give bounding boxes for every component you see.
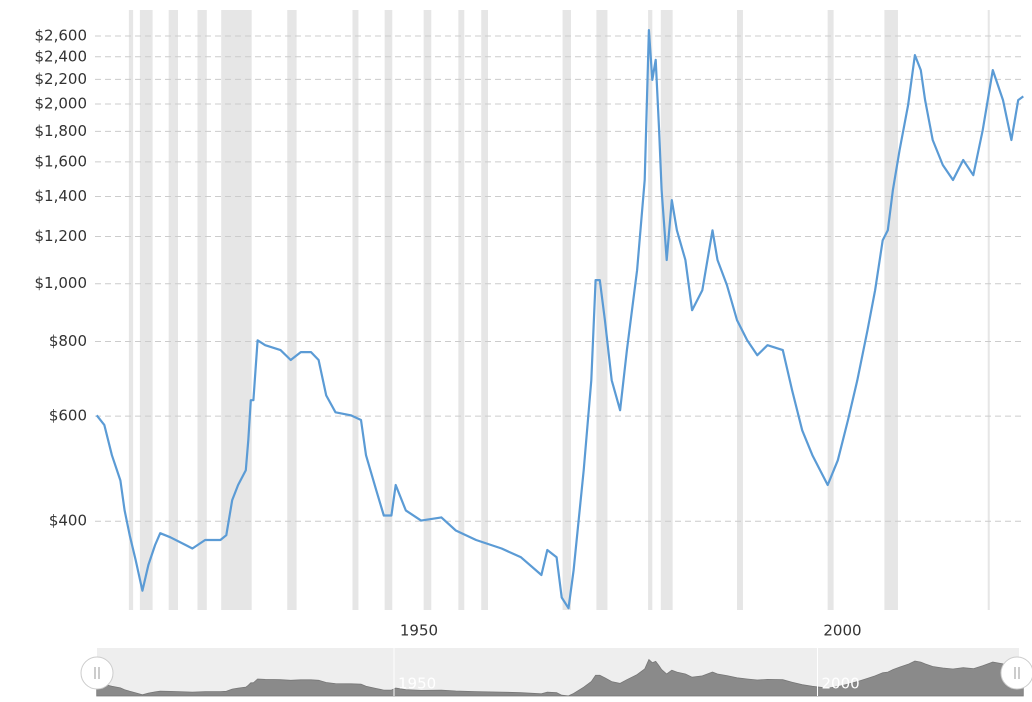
y-tick-label: $1,000 xyxy=(35,274,88,292)
plot xyxy=(95,29,1024,610)
recession-band xyxy=(562,10,572,610)
y-tick-label: $1,400 xyxy=(35,187,88,205)
axis-labels: $400 $600 $800 $1,000 $1,200 $1,400 $1,600 $1,8… xyxy=(35,27,862,640)
y-tick-label: $2,400 xyxy=(35,47,88,65)
navigator-handle[interactable] xyxy=(80,656,114,690)
recession-band xyxy=(352,10,359,610)
recession-band xyxy=(884,10,898,610)
recession-band xyxy=(384,10,393,610)
y-tick-label: $800 xyxy=(49,332,87,350)
recession-band xyxy=(660,10,673,610)
grid xyxy=(95,35,1025,522)
y-tick-label: $1,800 xyxy=(35,122,88,140)
y-tick-label: $600 xyxy=(49,407,87,425)
navigator-handle[interactable] xyxy=(1000,656,1032,690)
recession-band xyxy=(197,10,207,610)
recession-band xyxy=(128,10,134,610)
y-tick-label: $1,200 xyxy=(35,227,88,245)
recession-band xyxy=(481,10,489,610)
recession-bands xyxy=(128,10,990,610)
recession-band xyxy=(458,10,465,610)
x-tick-label: 2000 xyxy=(823,622,861,640)
y-tick-label: $2,600 xyxy=(35,27,88,45)
recession-band xyxy=(987,10,990,610)
navigator: 1950 2000 xyxy=(80,648,1032,697)
recession-band xyxy=(648,10,653,610)
recession-band xyxy=(827,10,834,610)
recession-band xyxy=(423,10,432,610)
recession-band xyxy=(168,10,179,610)
recession-band xyxy=(221,10,252,610)
recession-band xyxy=(737,10,743,610)
x-tick-label: 1950 xyxy=(400,622,438,640)
y-tick-label: $2,200 xyxy=(35,70,88,88)
y-tick-label: $2,000 xyxy=(35,95,88,113)
y-tick-label: $400 xyxy=(49,512,87,530)
navigator-area xyxy=(96,658,1024,697)
recession-band xyxy=(287,10,297,610)
navigator-label: 2000 xyxy=(821,675,859,693)
recession-band xyxy=(596,10,608,610)
navigator-label: 1950 xyxy=(398,675,436,693)
price-line xyxy=(95,29,1024,610)
recession-band xyxy=(139,10,153,610)
y-tick-label: $1,600 xyxy=(35,152,88,170)
